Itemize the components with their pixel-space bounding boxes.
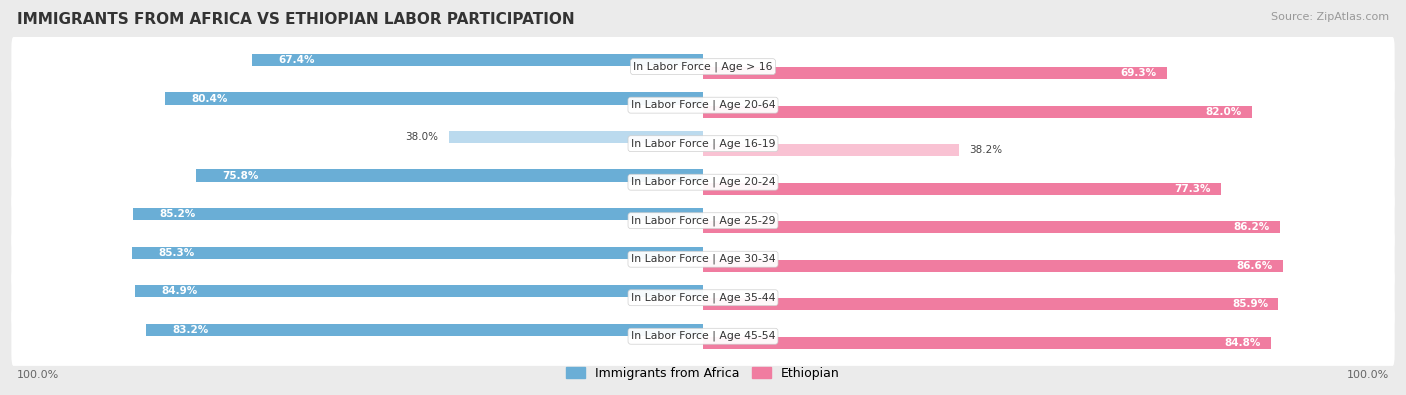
Text: In Labor Force | Age 25-29: In Labor Force | Age 25-29: [631, 215, 775, 226]
Text: 100.0%: 100.0%: [17, 370, 59, 380]
Text: 86.2%: 86.2%: [1234, 222, 1270, 232]
Text: In Labor Force | Age 20-24: In Labor Force | Age 20-24: [631, 177, 775, 188]
FancyBboxPatch shape: [11, 37, 1395, 96]
FancyBboxPatch shape: [11, 307, 1395, 366]
Text: 80.4%: 80.4%: [191, 94, 228, 103]
Text: 69.3%: 69.3%: [1121, 68, 1157, 78]
Text: 67.4%: 67.4%: [278, 55, 315, 65]
Text: In Labor Force | Age > 16: In Labor Force | Age > 16: [633, 61, 773, 72]
Text: In Labor Force | Age 45-54: In Labor Force | Age 45-54: [631, 331, 775, 342]
Bar: [135, 285, 703, 297]
Bar: [703, 337, 1271, 349]
Bar: [703, 221, 1279, 233]
FancyBboxPatch shape: [11, 114, 1395, 173]
Text: 85.9%: 85.9%: [1232, 299, 1268, 309]
FancyBboxPatch shape: [11, 75, 1395, 135]
Text: 38.2%: 38.2%: [969, 145, 1002, 155]
Text: 75.8%: 75.8%: [222, 171, 259, 181]
Bar: [703, 298, 1278, 310]
Bar: [703, 260, 1282, 272]
FancyBboxPatch shape: [11, 229, 1395, 289]
Bar: [195, 169, 703, 182]
Text: In Labor Force | Age 16-19: In Labor Force | Age 16-19: [631, 138, 775, 149]
Text: 82.0%: 82.0%: [1206, 107, 1241, 117]
Bar: [449, 131, 703, 143]
Bar: [703, 144, 959, 156]
Bar: [146, 324, 703, 336]
Text: In Labor Force | Age 20-64: In Labor Force | Age 20-64: [631, 100, 775, 111]
Text: 85.3%: 85.3%: [159, 248, 195, 258]
Bar: [132, 246, 703, 259]
Bar: [132, 208, 703, 220]
Text: Source: ZipAtlas.com: Source: ZipAtlas.com: [1271, 12, 1389, 22]
Bar: [252, 54, 703, 66]
Bar: [165, 92, 703, 105]
Text: In Labor Force | Age 35-44: In Labor Force | Age 35-44: [631, 292, 775, 303]
FancyBboxPatch shape: [11, 268, 1395, 327]
FancyBboxPatch shape: [11, 191, 1395, 250]
Text: 100.0%: 100.0%: [1347, 370, 1389, 380]
Text: 85.2%: 85.2%: [159, 209, 195, 219]
Text: 86.6%: 86.6%: [1236, 261, 1272, 271]
Text: 84.8%: 84.8%: [1225, 338, 1261, 348]
FancyBboxPatch shape: [11, 152, 1395, 212]
Text: IMMIGRANTS FROM AFRICA VS ETHIOPIAN LABOR PARTICIPATION: IMMIGRANTS FROM AFRICA VS ETHIOPIAN LABO…: [17, 12, 575, 27]
Bar: [703, 105, 1251, 118]
Legend: Immigrants from Africa, Ethiopian: Immigrants from Africa, Ethiopian: [561, 362, 845, 385]
Text: 77.3%: 77.3%: [1174, 184, 1211, 194]
Text: 38.0%: 38.0%: [405, 132, 439, 142]
Text: 83.2%: 83.2%: [173, 325, 209, 335]
Bar: [703, 182, 1220, 195]
Text: In Labor Force | Age 30-34: In Labor Force | Age 30-34: [631, 254, 775, 265]
Text: 84.9%: 84.9%: [162, 286, 198, 296]
Bar: [703, 67, 1167, 79]
